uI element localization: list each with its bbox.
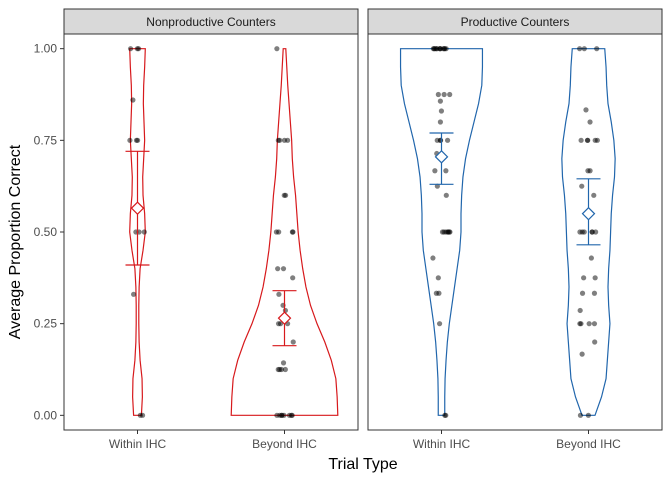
data-point <box>579 229 585 235</box>
panel-strip <box>367 8 663 35</box>
data-point <box>430 46 436 52</box>
data-point <box>290 275 296 281</box>
data-point <box>577 307 583 314</box>
data-point <box>439 229 446 235</box>
panel-title: Productive Counters <box>461 15 570 29</box>
data-point <box>435 91 441 98</box>
data-point <box>583 107 589 113</box>
data-point <box>444 137 451 143</box>
data-point <box>581 275 587 281</box>
violin-shape <box>399 48 484 416</box>
data-point <box>443 168 449 174</box>
data-point <box>432 168 438 174</box>
data-point <box>579 183 585 189</box>
data-point <box>436 321 443 327</box>
data-point <box>438 108 445 114</box>
data-point <box>579 351 585 357</box>
data-point <box>288 412 295 418</box>
data-point <box>275 266 281 272</box>
data-point <box>437 119 443 125</box>
data-point <box>135 137 141 143</box>
data-point <box>443 412 449 418</box>
data-point <box>577 321 583 327</box>
x-tick-label: Within IHC <box>109 437 167 451</box>
data-point <box>141 229 147 235</box>
data-point <box>585 168 591 174</box>
y-tick-label: 0.50 <box>34 225 58 239</box>
data-point <box>591 321 598 327</box>
data-point <box>127 137 133 143</box>
data-point <box>441 91 447 98</box>
data-point <box>585 412 591 418</box>
y-tick-label: 0.25 <box>34 317 58 331</box>
data-point <box>442 46 448 52</box>
panel-strip <box>63 8 359 35</box>
data-point <box>280 266 287 272</box>
mean-marker <box>277 311 292 326</box>
panel-title: Nonproductive Counters <box>146 15 275 29</box>
data-point <box>578 137 584 143</box>
data-point <box>275 321 282 327</box>
data-point <box>577 46 583 52</box>
mean-marker <box>130 201 145 216</box>
data-point <box>275 137 281 143</box>
data-point <box>127 46 134 52</box>
x-tick-label: Beyond IHC <box>252 437 317 451</box>
x-tick-label: Beyond IHC <box>556 437 621 451</box>
data-point <box>276 291 282 297</box>
data-point <box>284 137 291 143</box>
data-point <box>274 46 280 52</box>
data-point <box>592 339 598 345</box>
data-point <box>592 137 598 143</box>
data-point <box>591 290 598 296</box>
mean-marker <box>581 206 596 221</box>
data-point <box>594 46 600 52</box>
data-point <box>592 275 598 281</box>
panel-frame <box>63 33 359 431</box>
data-point <box>281 412 287 418</box>
data-point <box>443 192 449 198</box>
y-axis-title: Average Proportion Correct <box>7 144 24 339</box>
data-point <box>586 321 592 327</box>
data-point <box>447 91 453 98</box>
data-point <box>433 290 439 296</box>
violin-shape <box>230 48 339 416</box>
data-point <box>430 255 436 261</box>
data-point <box>273 229 280 235</box>
data-point <box>281 192 287 198</box>
data-point <box>135 46 142 52</box>
data-point <box>131 291 137 297</box>
mean-marker <box>434 149 449 164</box>
data-point <box>435 275 441 281</box>
data-point <box>290 229 296 235</box>
y-tick-label: 0.75 <box>34 133 58 147</box>
x-axis-title: Trial Type <box>328 456 397 473</box>
data-point <box>589 229 595 235</box>
y-tick-label: 1.00 <box>34 42 58 56</box>
data-point <box>437 98 443 104</box>
data-point <box>277 412 283 418</box>
data-point <box>591 192 597 198</box>
data-point <box>130 97 136 103</box>
data-point <box>434 137 440 143</box>
data-point <box>579 290 586 296</box>
data-point <box>290 339 296 345</box>
data-point <box>577 412 584 418</box>
data-point <box>437 46 443 52</box>
data-point <box>588 255 594 261</box>
y-tick-label: 0.00 <box>34 408 58 422</box>
data-point <box>275 366 281 373</box>
data-point <box>282 366 288 373</box>
x-tick-label: Within IHC <box>413 437 471 451</box>
data-point <box>587 119 593 125</box>
violin-shape <box>561 48 616 416</box>
data-point <box>137 412 143 418</box>
data-point <box>581 46 587 52</box>
panel-frame <box>367 33 663 431</box>
data-point <box>585 137 591 143</box>
data-point <box>280 360 287 366</box>
